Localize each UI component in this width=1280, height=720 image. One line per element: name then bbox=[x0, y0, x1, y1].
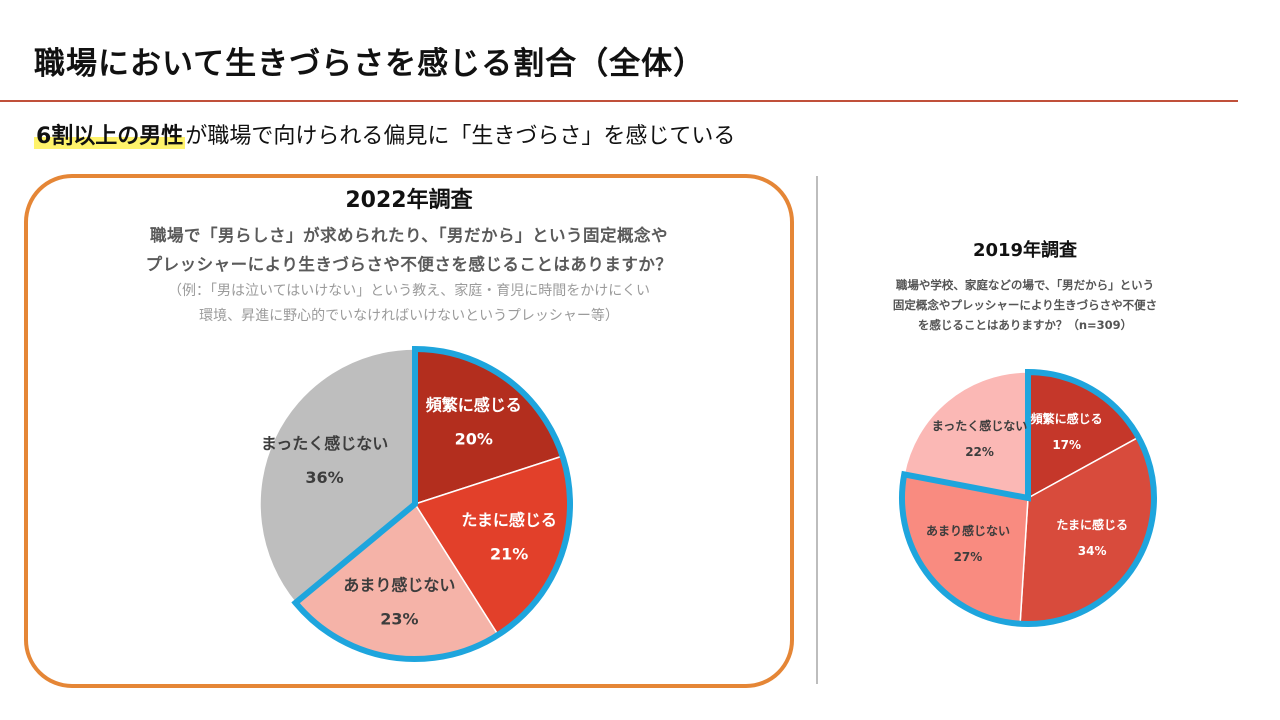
chart-2022-example-line: （例：「男は泣いてはいけない」という教え、家庭・育児に時間をかけにくい bbox=[167, 283, 651, 299]
chart-2022-example-line: 環境、昇進に野心的でいなければいけないというプレッシャー等） bbox=[199, 308, 619, 324]
slice-value: 34% bbox=[1078, 544, 1107, 558]
slice-label: まったく感じない bbox=[932, 418, 1028, 433]
vertical-divider bbox=[816, 176, 818, 684]
chart-2022-title: 2022年調査 bbox=[345, 188, 473, 213]
highlight-outline bbox=[899, 368, 1157, 627]
chart-2019-question: 職場や学校、家庭などの場で、「男だから」という 固定概念やプレッシャーにより生き… bbox=[840, 275, 1210, 335]
slice-value: 36% bbox=[305, 468, 343, 487]
title-divider bbox=[0, 100, 1238, 102]
slice-label: あまり感じない bbox=[926, 523, 1010, 538]
subtitle-highlight: 6割以上の男性 bbox=[34, 124, 186, 149]
chart-2022-question-line: 職場で「男らしさ」が求められたり、「男だから」という固定概念や bbox=[149, 226, 669, 245]
chart-2019-question-line: 固定概念やプレッシャーにより生きづらさや不便さ bbox=[892, 298, 1158, 312]
chart-2019-title: 2019年調査 bbox=[972, 240, 1078, 261]
chart-2022-example: （例：「男は泣いてはいけない」という教え、家庭・育児に時間をかけにくい 環境、昇… bbox=[24, 279, 794, 329]
slice-label: まったく感じない bbox=[261, 434, 388, 453]
highlight-outline bbox=[291, 345, 573, 662]
slice-label: たまに感じる bbox=[461, 510, 557, 529]
pie-slice bbox=[259, 348, 416, 604]
slice-label: あまり感じない bbox=[343, 575, 455, 594]
survey-2022-frame bbox=[24, 174, 794, 688]
chart-2022-question: 職場で「男らしさ」が求められたり、「男だから」という固定概念や プレッシャーによ… bbox=[24, 221, 794, 279]
slide-title: 職場において生きづらさを感じる割合（全体） bbox=[34, 46, 706, 82]
pie-slice bbox=[903, 371, 1029, 499]
slice-label: 頻繁に感じる bbox=[426, 396, 522, 415]
chart-2019-question-line: を感じることはありますか？（n=309） bbox=[917, 318, 1133, 332]
slice-value: 20% bbox=[455, 430, 493, 449]
slice-label: たまに感じる bbox=[1056, 517, 1128, 532]
slice-value: 17% bbox=[1052, 438, 1081, 452]
subtitle-text: が職場で向けられる偏見に「生きづらさ」を感じている bbox=[185, 124, 736, 149]
subtitle: 6割以上の男性が職場で向けられる偏見に「生きづらさ」を感じている bbox=[34, 118, 735, 150]
slice-value: 21% bbox=[490, 544, 528, 563]
slice-label: 頻繁に感じる bbox=[1031, 411, 1103, 426]
slice-value: 27% bbox=[954, 550, 983, 564]
slice-value: 22% bbox=[965, 445, 994, 459]
slice-value: 23% bbox=[380, 609, 418, 628]
chart-2019-question-line: 職場や学校、家庭などの場で、「男だから」という bbox=[895, 278, 1155, 292]
chart-2022-question-line: プレッシャーにより生きづらさや不便さを感じることはありますか？ bbox=[145, 255, 673, 274]
